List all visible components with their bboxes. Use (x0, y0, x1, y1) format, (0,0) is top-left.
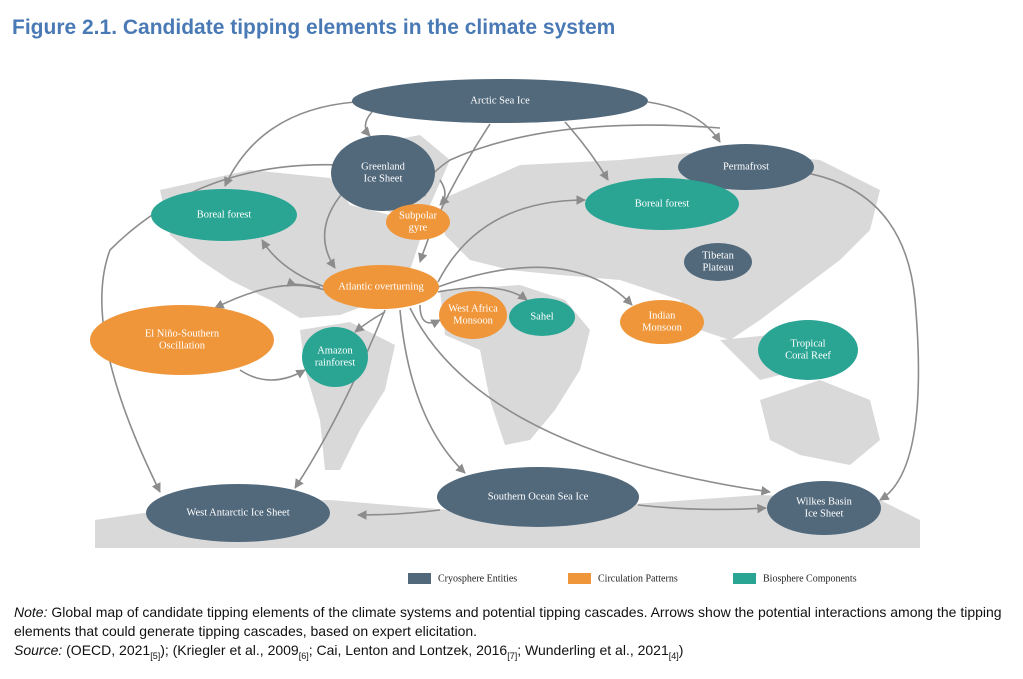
source-text: ; Wunderling et al., 2021 (517, 642, 669, 658)
node (323, 265, 439, 309)
title: Figure 2.1. Candidate tipping elements i… (12, 16, 615, 39)
node-label: gyre (409, 222, 428, 233)
node-label: Sahel (530, 311, 553, 322)
node (331, 135, 435, 211)
node-label: Indian (649, 310, 677, 321)
node (684, 243, 752, 281)
node-label: Southern Ocean Sea Ice (488, 491, 589, 502)
node (439, 291, 507, 339)
node-label: Amazon (317, 345, 353, 356)
node (151, 189, 297, 241)
node-label: Boreal forest (197, 209, 252, 220)
note-label: Note: (14, 604, 48, 620)
source-line: Source: (OECD, 2021[5]); (Kriegler et al… (14, 641, 1014, 666)
source-ref: [6] (298, 650, 309, 661)
legend-label: Cryosphere Entities (438, 573, 517, 584)
source-ref: [5] (150, 650, 161, 661)
source-text: ; Cai, Lenton and Lontzek, 2016 (308, 642, 508, 658)
source-text: ) (678, 642, 684, 658)
node (678, 144, 814, 190)
node-label: rainforest (315, 357, 355, 368)
node-label: Tropical (790, 338, 825, 349)
legend: Cryosphere Entities Circulation Patterns B… (408, 573, 857, 584)
node-label: Arctic Sea Ice (470, 95, 530, 106)
node (585, 178, 739, 230)
node-label: Boreal forest (635, 198, 690, 209)
node (509, 298, 575, 336)
node-label: Greenland (361, 161, 405, 172)
source-label: Source: (14, 642, 63, 658)
node-label: Tibetan (702, 250, 734, 261)
node-label: El Niño-Southern (145, 328, 220, 339)
node-label: Monsoon (642, 322, 682, 333)
figure: Figure 2.1. Candidate tipping elements i… (12, 16, 920, 584)
node (146, 484, 330, 542)
node-label: Ice Sheet (805, 508, 844, 519)
note: Note: Global map of candidate tipping el… (14, 603, 1014, 666)
node-label: Oscillation (159, 340, 206, 351)
node (352, 79, 648, 123)
node-label: Ice Sheet (364, 173, 403, 184)
node (758, 320, 858, 380)
node-label: Subpolar (399, 210, 437, 221)
legend-swatch (733, 573, 756, 584)
node-label: West Africa (448, 303, 498, 314)
node (302, 327, 368, 387)
node (620, 300, 704, 344)
legend-swatch (568, 573, 591, 584)
legend-label: Biosphere Components (763, 573, 857, 584)
node-label: Wilkes Basin (796, 496, 853, 507)
node (386, 204, 450, 240)
note-text: Global map of candidate tipping elements… (14, 604, 1002, 639)
source-ref: [7] (507, 650, 518, 661)
node (437, 467, 639, 527)
node (767, 481, 881, 535)
note-line: Note: Global map of candidate tipping el… (14, 603, 1014, 641)
node-label: Coral Reef (785, 350, 831, 361)
legend-label: Circulation Patterns (598, 573, 678, 584)
source-ref: [4] (668, 650, 679, 661)
node-label: West Antarctic Ice Sheet (186, 507, 289, 518)
source-text: ); (Kriegler et al., 2009 (160, 642, 299, 658)
node-label: Permafrost (723, 161, 769, 172)
legend-swatch (408, 573, 431, 584)
arrows (101, 101, 920, 520)
node-label: Monsoon (453, 315, 493, 326)
node-label: Atlantic overturning (338, 281, 424, 292)
node-label: Plateau (703, 262, 735, 273)
node (90, 305, 274, 375)
source-text: (OECD, 2021 (66, 642, 151, 658)
